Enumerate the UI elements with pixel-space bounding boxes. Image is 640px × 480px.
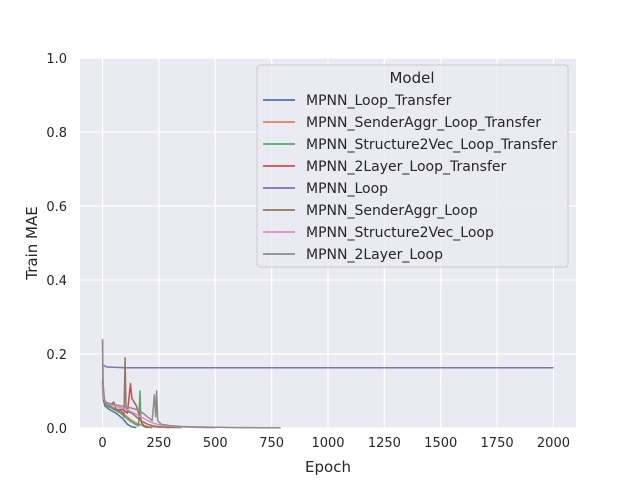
legend-label-1: MPNN_SenderAggr_Loop_Transfer [306,115,541,131]
legend-label-3: MPNN_2Layer_Loop_Transfer [306,159,507,175]
legend-label-2: MPNN_Structure2Vec_Loop_Transfer [306,137,557,153]
legend-title: Model [389,69,434,87]
legend-label-7: MPNN_2Layer_Loop [306,247,443,263]
x-tick-label: 1500 [424,436,457,451]
y-tick-label: 1.0 [46,52,67,67]
x-tick-label: 250 [146,436,171,451]
x-tick-label: 2000 [537,436,570,451]
legend-label-5: MPNN_SenderAggr_Loop [306,203,478,219]
x-tick-label: 750 [259,436,284,451]
x-axis-label: Epoch [305,458,351,476]
series-layer [101,339,554,429]
x-tick-label: 1000 [311,436,344,451]
y-tick-label: 0.4 [46,274,67,289]
x-tick-label: 500 [203,436,228,451]
y-tick-label: 0.8 [46,126,67,141]
legend-label-4: MPNN_Loop [306,181,388,197]
y-tick-label: 0.2 [46,348,67,363]
y-tick-label: 0.6 [46,200,67,215]
legend-label-6: MPNN_Structure2Vec_Loop [306,225,494,241]
series-line-4 [102,364,554,369]
x-axis-ticks: 0 250 500 750 1000 1250 1500 1750 2000 [98,436,570,451]
legend-items: MPNN_Loop_Transfer MPNN_SenderAggr_Loop_T… [263,93,557,263]
series-line-7 [101,339,281,429]
x-tick-label: 1750 [481,436,514,451]
legend-box [256,64,569,268]
legend: Model MPNN_Loop_Transfer MPNN_SenderAggr_… [256,64,569,268]
y-axis-label: Train MAE [23,206,41,280]
x-tick-label: 0 [98,436,106,451]
x-tick-label: 1250 [368,436,401,451]
legend-label-0: MPNN_Loop_Transfer [306,93,452,109]
y-tick-label: 0.0 [46,422,67,437]
y-axis-ticks: 0.0 0.2 0.4 0.6 0.8 1.0 [46,52,67,437]
